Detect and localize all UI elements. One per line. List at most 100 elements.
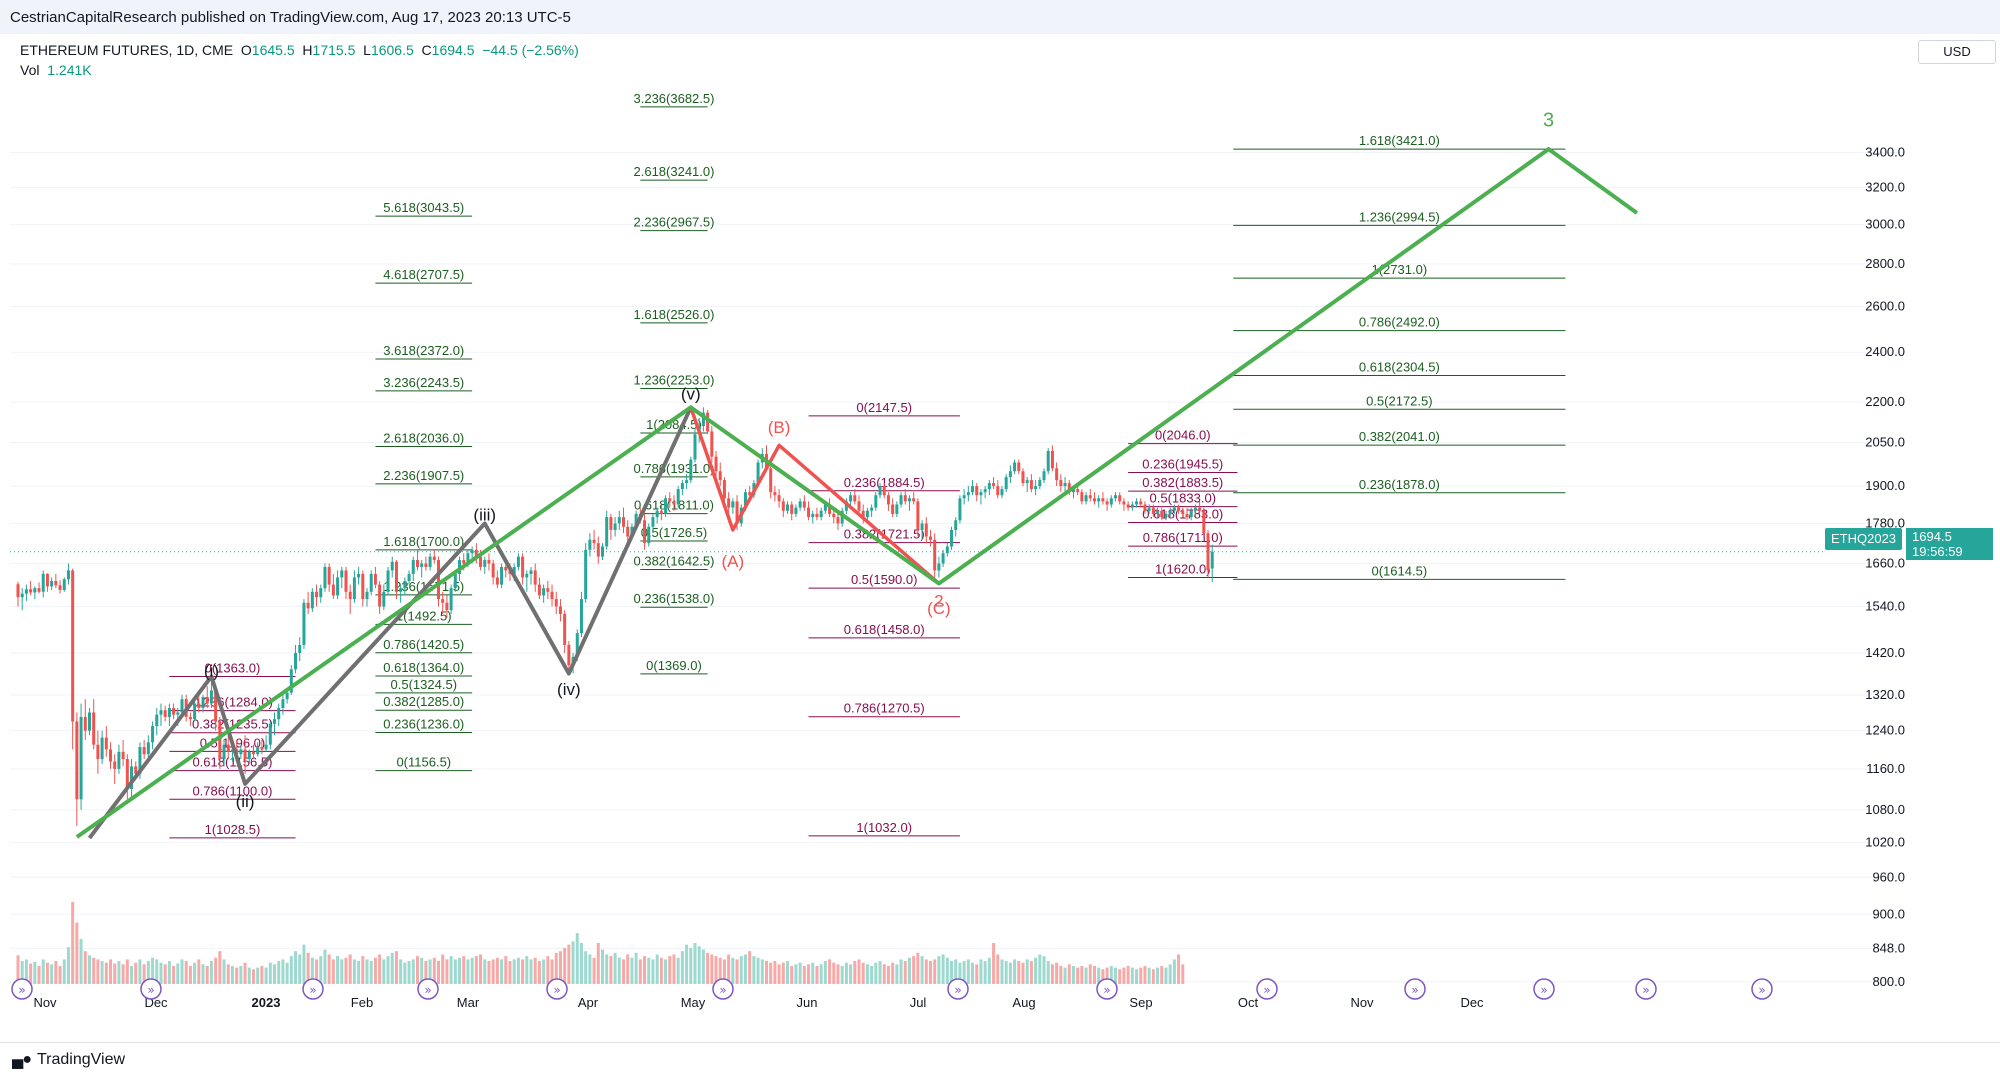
volume-bar xyxy=(71,902,75,984)
y-tick-label: 960.0 xyxy=(1872,869,1905,884)
volume-bar xyxy=(474,956,478,984)
volume-bar xyxy=(613,952,617,984)
y-tick-label: 1240.0 xyxy=(1865,723,1905,738)
volume-bar xyxy=(735,959,739,984)
volume-bar xyxy=(487,961,491,984)
volume-bar xyxy=(685,944,689,984)
candle-body xyxy=(66,570,70,580)
candle-body xyxy=(1101,498,1105,502)
candle-body xyxy=(962,495,966,499)
fib-level-label: 0.786(1270.5) xyxy=(844,701,925,716)
volume-bar xyxy=(155,959,159,984)
y-tick-label: 2800.0 xyxy=(1865,256,1905,271)
candle-body xyxy=(462,560,466,564)
candle-body xyxy=(1046,451,1050,472)
volume-bar xyxy=(24,959,28,984)
candle-body xyxy=(1122,501,1126,505)
volume-bar xyxy=(1042,956,1046,984)
volume-bar xyxy=(878,961,882,984)
y-tick-label: 1660.0 xyxy=(1865,555,1905,570)
y-tick-label: 2200.0 xyxy=(1865,394,1905,409)
volume-bar xyxy=(1092,965,1096,984)
candle-body xyxy=(1013,462,1017,472)
candle-body xyxy=(743,492,747,508)
volume-bar xyxy=(714,956,718,984)
volume-bar xyxy=(1105,967,1109,984)
candle-body xyxy=(62,579,66,590)
volume-bar xyxy=(453,959,457,984)
volume-bar xyxy=(1046,961,1050,984)
candle-body xyxy=(542,588,546,596)
chart-svg[interactable]: 3400.03200.03000.02800.02600.02400.02200… xyxy=(10,34,1915,1012)
footer-bar: ▄● TradingView xyxy=(0,1042,2000,1079)
volume-bar xyxy=(1076,967,1080,984)
candle-body xyxy=(676,489,680,505)
candle-body xyxy=(865,510,869,518)
candle-body xyxy=(933,539,937,571)
volume-bar xyxy=(945,957,949,984)
volume-bar xyxy=(113,963,117,984)
volume-bar xyxy=(1172,959,1176,984)
candle-body xyxy=(718,471,722,481)
vol-value: 1.241K xyxy=(47,62,92,78)
candle-body xyxy=(689,459,693,481)
x-tick-label: Jul xyxy=(910,995,927,1010)
candle-body xyxy=(710,431,714,457)
x-tick-label: Apr xyxy=(578,995,599,1010)
candle-body xyxy=(668,498,672,502)
candle-body xyxy=(142,747,146,755)
candle-body xyxy=(727,498,731,508)
volume-bar xyxy=(928,961,932,984)
volume-bar xyxy=(701,949,705,984)
volume-bar xyxy=(277,961,281,984)
fib-level-label: 0.5(1324.5) xyxy=(391,677,458,692)
candle-body xyxy=(483,560,487,567)
volume-bar xyxy=(563,947,567,984)
close-value: 1694.5 xyxy=(431,42,475,58)
fib-level-label: 0(1156.5) xyxy=(396,755,451,770)
volume-bar xyxy=(903,961,907,984)
volume-bar xyxy=(706,952,710,984)
volume-bar xyxy=(1038,954,1042,984)
volume-bar xyxy=(188,965,192,984)
candle-body xyxy=(815,513,819,518)
y-tick-label: 848.0 xyxy=(1872,940,1905,955)
candle-body xyxy=(390,561,394,571)
publisher-text: CestrianCapitalResearch published on Tra… xyxy=(10,9,571,26)
open-label: O xyxy=(240,42,252,58)
candle-body xyxy=(533,570,537,585)
candle-body xyxy=(895,504,899,514)
volume-bar xyxy=(424,961,428,984)
fib-level-label: 3.236(2243.5) xyxy=(383,375,464,390)
volume-bar xyxy=(357,961,361,984)
volume-bar xyxy=(525,956,529,984)
volume-bar xyxy=(222,959,226,984)
candle-body xyxy=(769,468,773,493)
candle-body xyxy=(251,751,255,755)
fib-level-label: 1(1032.0) xyxy=(856,820,912,835)
symbol-name[interactable]: ETHEREUM FUTURES, 1D, CME xyxy=(20,42,234,58)
volume-bar xyxy=(651,959,655,984)
y-tick-label: 1900.0 xyxy=(1865,478,1905,493)
x-tick-label: 2023 xyxy=(252,995,281,1010)
fib-level-label: 0.618(1364.0) xyxy=(383,660,464,675)
tradingview-brand[interactable]: ▄● TradingView xyxy=(12,1051,125,1069)
candle-body xyxy=(33,588,37,593)
currency-button[interactable]: USD xyxy=(1918,40,1996,64)
volume-bar xyxy=(752,956,756,984)
candle-body xyxy=(491,563,495,578)
fib-level-label: 0.618(1156.5) xyxy=(192,755,272,770)
candle-body xyxy=(798,501,802,508)
volume-bar xyxy=(975,964,979,984)
candle-body xyxy=(802,501,806,508)
volume-bar xyxy=(104,962,108,984)
chart-area[interactable]: 3400.0 3200.0 3000.0 2800.0 2600.0 2400.0 2200… xyxy=(10,34,1915,1012)
y-tick-label: 1080.0 xyxy=(1865,802,1905,817)
vol-label[interactable]: Vol xyxy=(20,62,40,78)
candle-body xyxy=(352,577,356,600)
volume-bar xyxy=(256,967,260,984)
volume-bar xyxy=(437,961,440,984)
candle-body xyxy=(1029,480,1033,490)
volume-bar xyxy=(1143,965,1147,984)
volume-bar xyxy=(630,957,634,984)
